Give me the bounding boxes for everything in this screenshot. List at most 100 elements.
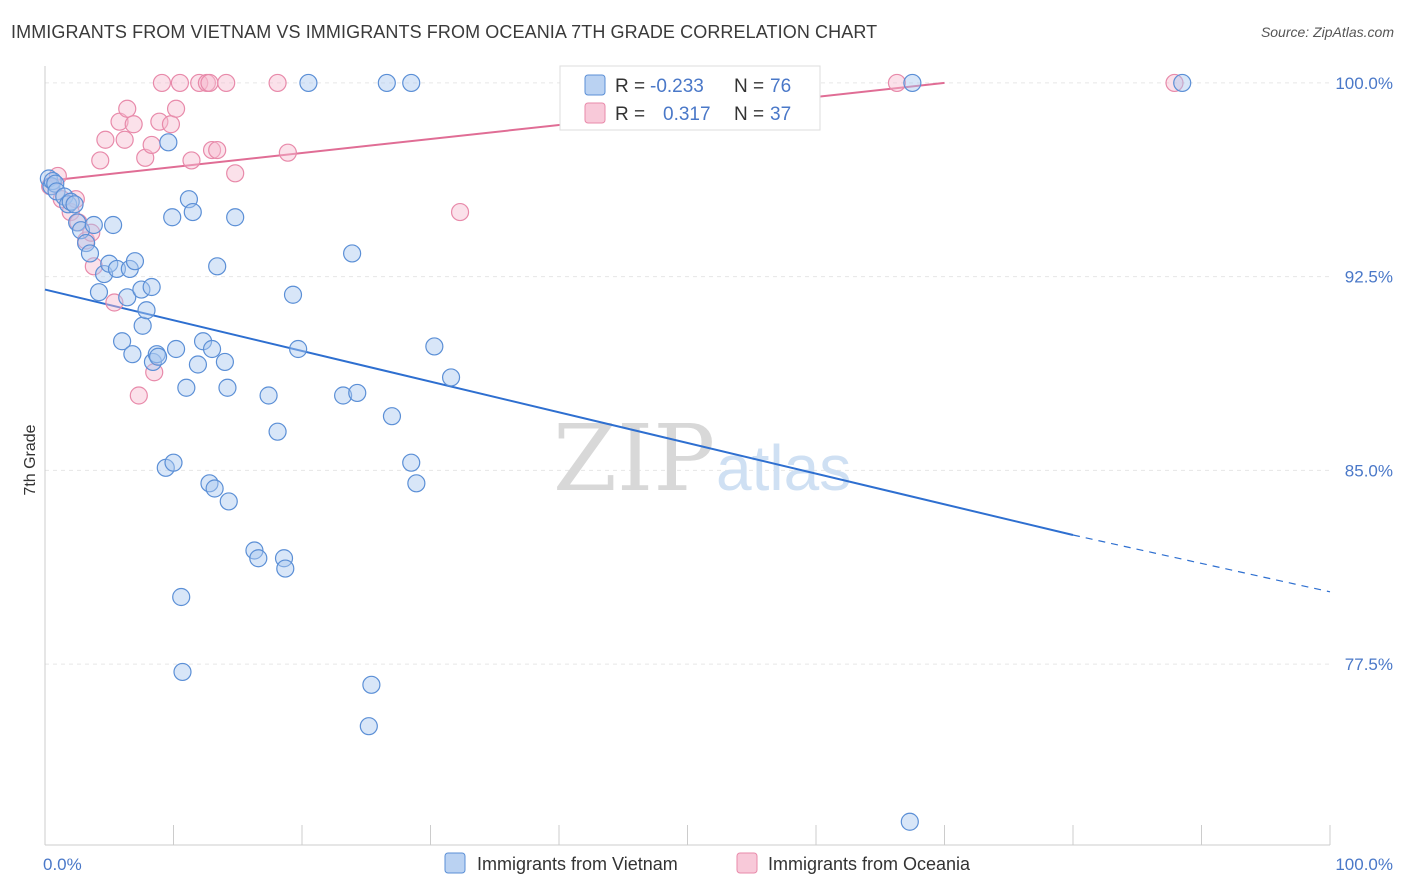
y-axis-label: 7th Grade xyxy=(22,424,39,495)
vietnam-point xyxy=(166,339,186,359)
vietnam-points xyxy=(39,73,1192,831)
vietnam-point xyxy=(59,195,78,214)
vietnam-point xyxy=(362,675,381,694)
watermark-atlas: atlas xyxy=(716,432,851,504)
vietnam-point xyxy=(407,474,426,493)
oceania-point xyxy=(278,143,297,162)
source-credit: Source: ZipAtlas.com xyxy=(1260,24,1394,40)
oceania-point xyxy=(217,73,236,93)
vietnam-point xyxy=(208,257,227,276)
bottom-legend-vietnam: Immigrants from Vietnam xyxy=(477,854,678,874)
y-tick-label: 92.5% xyxy=(1345,268,1393,287)
oceania-point xyxy=(208,140,227,160)
oceania-point xyxy=(268,73,287,93)
legend-oceania-r-label: R = xyxy=(615,104,645,125)
vietnam-point xyxy=(219,492,238,511)
vietnam-point xyxy=(299,73,318,93)
vietnam-point xyxy=(46,174,65,193)
vietnam-point xyxy=(164,453,183,472)
vietnam-point xyxy=(377,73,396,93)
vietnam-point xyxy=(200,474,219,493)
vietnam-point xyxy=(89,283,109,302)
oceania-point xyxy=(1165,73,1184,93)
vietnam-point xyxy=(343,244,362,263)
axes xyxy=(44,66,1331,846)
oceania-point xyxy=(166,99,186,118)
series-legend: Immigrants from Vietnam Immigrants from … xyxy=(444,852,971,874)
legend-oceania-n-label: N = xyxy=(734,104,764,125)
vietnam-point xyxy=(163,208,182,227)
oceania-point xyxy=(96,130,115,149)
vietnam-point xyxy=(159,133,178,152)
vietnam-point xyxy=(249,549,268,568)
bottom-legend-swatch-vietnam xyxy=(444,852,466,874)
vietnam-point xyxy=(283,285,303,304)
oceania-point xyxy=(115,130,134,149)
vietnam-point xyxy=(137,301,156,320)
oceania-point xyxy=(152,73,172,93)
vietnam-point xyxy=(205,479,224,498)
y-tick-label: 85.0% xyxy=(1345,461,1393,480)
x-tick-label-max: 100.0% xyxy=(1335,855,1393,874)
legend-vietnam-n-label: N = xyxy=(734,76,764,97)
vietnam-point xyxy=(334,386,353,405)
vietnam-point xyxy=(104,215,123,235)
vietnam-point xyxy=(359,717,378,736)
vietnam-point xyxy=(900,812,919,831)
vietnam-point xyxy=(107,259,127,279)
vietnam-point xyxy=(84,215,103,235)
oceania-point xyxy=(161,115,181,134)
oceania-point xyxy=(129,386,148,405)
vietnam-point xyxy=(133,316,152,335)
vietnam-trend-line xyxy=(44,288,1074,536)
oceania-point xyxy=(202,140,222,160)
legend-vietnam-r-label: R = xyxy=(615,76,645,97)
legend-swatch-vietnam xyxy=(584,74,606,96)
watermark-zip: ZIP xyxy=(553,405,715,512)
vietnam-point xyxy=(148,347,168,366)
vietnam-point xyxy=(80,244,100,263)
vietnam-point xyxy=(402,453,421,472)
vietnam-point xyxy=(123,345,142,364)
legend-vietnam-r-value: -0.233 xyxy=(650,76,704,97)
y-tick-label: 100.0% xyxy=(1335,74,1393,93)
watermark: ZIP atlas xyxy=(553,405,851,512)
vietnam-point xyxy=(276,559,295,578)
legend-oceania-n-value: 37 xyxy=(770,104,791,125)
vietnam-point xyxy=(348,383,367,403)
oceania-point xyxy=(190,73,209,93)
vietnam-point xyxy=(402,73,421,93)
oceania-point xyxy=(150,112,169,131)
vietnam-point xyxy=(425,337,444,356)
vietnam-point xyxy=(77,233,96,253)
trend-lines xyxy=(44,81,1331,593)
vietnam-point xyxy=(183,202,202,222)
vietnam-point xyxy=(202,339,222,359)
oceania-point xyxy=(226,164,245,183)
vietnam-point xyxy=(218,378,237,397)
vietnam-point xyxy=(903,73,922,93)
bottom-legend-oceania: Immigrants from Oceania xyxy=(768,854,971,874)
legend-vietnam-n-value: 76 xyxy=(770,76,791,97)
y-tick-label: 77.5% xyxy=(1345,655,1393,674)
vietnam-point xyxy=(172,587,191,607)
oceania-point xyxy=(118,99,137,118)
chart-title: IMMIGRANTS FROM VIETNAM VS IMMIGRANTS FR… xyxy=(11,22,878,42)
vietnam-point xyxy=(215,352,234,372)
vietnam-point xyxy=(259,386,278,405)
tick-labels: 77.5% 85.0% 92.5% 100.0% 0.0% 100.0% xyxy=(43,74,1393,874)
vietnam-point xyxy=(177,378,196,397)
oceania-point xyxy=(170,73,190,93)
vietnam-point xyxy=(65,195,84,214)
vietnam-point xyxy=(125,252,145,271)
bottom-legend-swatch-oceania xyxy=(736,852,758,874)
oceania-point xyxy=(124,115,143,134)
vietnam-point xyxy=(142,277,161,297)
oceania-points xyxy=(41,73,1184,405)
oceania-point xyxy=(182,151,201,170)
oceania-point xyxy=(142,135,161,155)
vietnam-point xyxy=(1173,73,1192,93)
vietnam-point xyxy=(132,280,151,299)
oceania-point xyxy=(887,73,907,93)
